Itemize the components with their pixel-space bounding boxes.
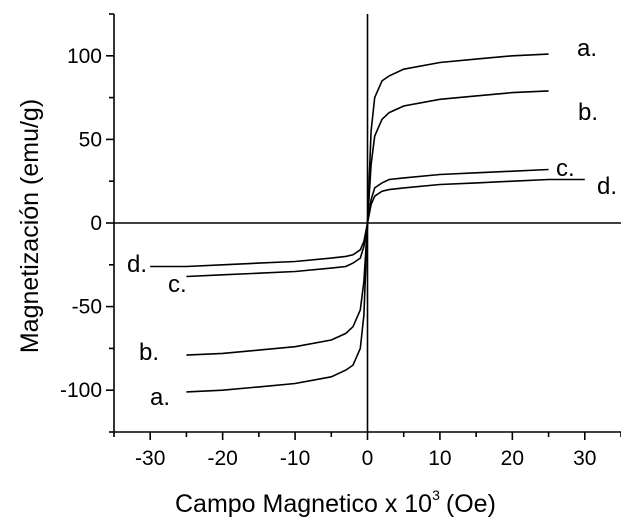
series-label-c: c. — [556, 155, 575, 182]
series-label-c: c. — [168, 271, 187, 298]
x-axis-title-unit: (Oe) — [446, 490, 496, 518]
series-label-d: d. — [127, 251, 147, 278]
y-tick-label: -50 — [72, 296, 102, 319]
series-label-b: b. — [578, 99, 598, 126]
series-label-a: a. — [150, 384, 170, 411]
x-tick-label: 10 — [428, 447, 451, 470]
x-tick-labels: -30 -20 -10 0 10 20 30 — [135, 447, 596, 470]
x-tick-label: 20 — [501, 447, 524, 470]
x-tick-label: 30 — [573, 447, 596, 470]
y-tick-labels: -100 -50 0 50 100 — [60, 45, 102, 402]
series-label-d: d. — [597, 173, 617, 200]
axis-ticks — [106, 13, 621, 440]
x-axis-title: Campo Magnetico x 103 (Oe) — [175, 487, 496, 518]
x-axis-title-main: Campo Magnetico x 10 — [175, 490, 432, 518]
y-tick-label: 100 — [67, 45, 102, 68]
series-labels: a. a. b. b. c. c. d. d. — [127, 35, 617, 411]
y-axis-title: Magnetización (emu/g) — [16, 99, 44, 353]
series-label-a: a. — [577, 35, 597, 62]
x-tick-label: -30 — [135, 447, 165, 470]
x-tick-label: 0 — [362, 447, 374, 470]
y-tick-label: 50 — [79, 128, 102, 151]
x-axis-title-exponent: 3 — [432, 487, 440, 503]
series-label-b: b. — [139, 339, 159, 366]
series-curves — [150, 53, 585, 393]
series-line-d — [150, 178, 585, 268]
x-tick-label: -20 — [207, 447, 237, 470]
y-tick-label: 0 — [90, 212, 102, 235]
x-tick-label: -10 — [280, 447, 310, 470]
y-tick-label: -100 — [60, 379, 102, 402]
